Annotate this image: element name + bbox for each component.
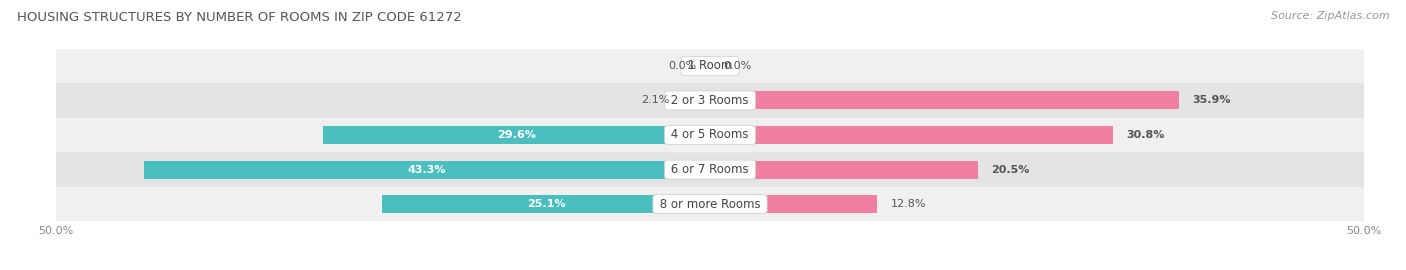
Text: 4 or 5 Rooms: 4 or 5 Rooms (668, 129, 752, 141)
Text: 2.1%: 2.1% (641, 95, 669, 106)
Text: 25.1%: 25.1% (527, 199, 565, 209)
Bar (56, 83, 1364, 118)
Bar (710, 161, 979, 178)
Text: 1 Room: 1 Room (683, 59, 737, 72)
Text: HOUSING STRUCTURES BY NUMBER OF ROOMS IN ZIP CODE 61272: HOUSING STRUCTURES BY NUMBER OF ROOMS IN… (17, 11, 461, 24)
Bar (682, 92, 710, 109)
Text: 20.5%: 20.5% (991, 164, 1029, 175)
Bar (56, 152, 1364, 187)
Text: 0.0%: 0.0% (669, 61, 697, 71)
Bar (710, 195, 877, 213)
Bar (382, 195, 710, 213)
Bar (706, 57, 710, 75)
Bar (56, 118, 1364, 152)
Text: 2 or 3 Rooms: 2 or 3 Rooms (668, 94, 752, 107)
Text: Source: ZipAtlas.com: Source: ZipAtlas.com (1271, 11, 1389, 21)
Text: 12.8%: 12.8% (890, 199, 927, 209)
Bar (56, 187, 1364, 221)
Text: 43.3%: 43.3% (408, 164, 446, 175)
Text: 35.9%: 35.9% (1192, 95, 1232, 106)
Text: 0.0%: 0.0% (723, 61, 751, 71)
Bar (710, 92, 1180, 109)
Bar (710, 126, 1112, 144)
Bar (56, 49, 1364, 83)
Text: 6 or 7 Rooms: 6 or 7 Rooms (668, 163, 752, 176)
Bar (323, 126, 710, 144)
Text: 8 or more Rooms: 8 or more Rooms (655, 198, 765, 211)
Bar (710, 57, 714, 75)
Bar (143, 161, 710, 178)
Text: 30.8%: 30.8% (1126, 130, 1164, 140)
Text: 29.6%: 29.6% (498, 130, 536, 140)
